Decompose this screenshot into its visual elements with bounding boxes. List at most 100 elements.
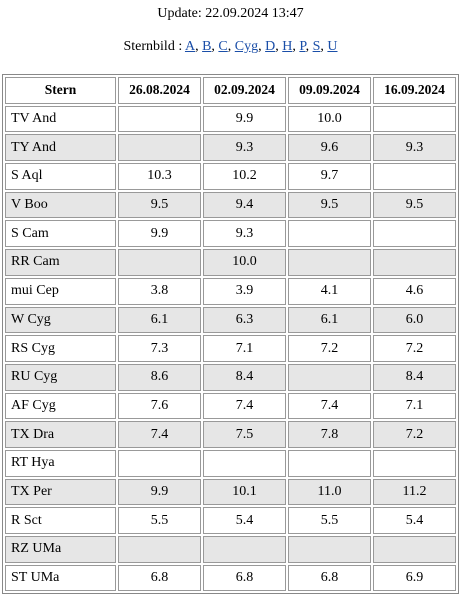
table-row: RT Hya xyxy=(5,449,456,477)
table-row: S Aql 10.3 10.2 9.7 xyxy=(5,163,456,190)
star-name: TX Dra xyxy=(5,421,116,448)
constellation-link[interactable]: B xyxy=(202,39,212,54)
magnitude-cell xyxy=(373,249,456,276)
magnitude-cell xyxy=(118,536,201,563)
constellation-link[interactable]: U xyxy=(327,39,338,54)
magnitude-cell: 8.4 xyxy=(203,363,286,391)
column-header: 09.09.2024 xyxy=(288,77,371,104)
magnitude-cell: 10.0 xyxy=(288,105,371,133)
magnitude-cell: 6.8 xyxy=(203,564,286,592)
magnitude-cell xyxy=(373,220,456,248)
table-row: S Cam 9.9 9.3 xyxy=(5,220,456,248)
constellation-link[interactable]: Cyg xyxy=(234,39,259,54)
column-header: 16.09.2024 xyxy=(373,77,456,104)
magnitude-cell: 7.4 xyxy=(203,392,286,420)
magnitude-cell: 9.3 xyxy=(373,134,456,162)
constellation-link[interactable]: P xyxy=(299,39,306,54)
separator: , xyxy=(195,39,199,54)
magnitude-cell: 7.2 xyxy=(373,335,456,362)
star-name: TV And xyxy=(5,105,116,133)
star-name: RR Cam xyxy=(5,249,116,276)
magnitude-cell: 6.3 xyxy=(203,306,286,334)
magnitude-cell: 7.4 xyxy=(118,421,201,448)
magnitude-cell xyxy=(118,249,201,276)
magnitude-cell: 10.3 xyxy=(118,163,201,190)
magnitude-cell: 8.6 xyxy=(118,363,201,391)
table-row: RR Cam 10.0 xyxy=(5,249,456,276)
star-name: R Sct xyxy=(5,507,116,534)
column-header: 26.08.2024 xyxy=(118,77,201,104)
table-row: TY And 9.3 9.6 9.3 xyxy=(5,134,456,162)
star-name: mui Cep xyxy=(5,277,116,305)
magnitude-cell: 9.3 xyxy=(203,220,286,248)
magnitude-cell: 7.3 xyxy=(118,335,201,362)
magnitude-cell xyxy=(288,220,371,248)
separator: , xyxy=(227,39,232,54)
magnitude-cell: 9.6 xyxy=(288,134,371,162)
separator: , xyxy=(305,39,310,54)
magnitude-cell xyxy=(288,249,371,276)
column-header: 02.09.2024 xyxy=(203,77,286,104)
magnitude-cell xyxy=(118,105,201,133)
star-name: TX Per xyxy=(5,478,116,506)
star-name: V Boo xyxy=(5,191,116,219)
magnitude-cell: 7.4 xyxy=(288,392,371,420)
constellation-link[interactable]: C xyxy=(218,39,228,54)
table-row: RU Cyg 8.6 8.4 8.4 xyxy=(5,363,456,391)
table-row: W Cyg 6.1 6.3 6.1 6.0 xyxy=(5,306,456,334)
table-row: TV And 9.9 10.0 xyxy=(5,105,456,133)
magnitude-cell: 3.8 xyxy=(118,277,201,305)
constellation-link[interactable]: S xyxy=(312,39,321,54)
magnitude-cell: 9.5 xyxy=(118,191,201,219)
magnitude-cell: 10.1 xyxy=(203,478,286,506)
magnitude-cell: 7.2 xyxy=(288,335,371,362)
table-row: TX Per 9.9 10.1 11.0 11.2 xyxy=(5,478,456,506)
star-name: S Cam xyxy=(5,220,116,248)
table-row: mui Cep 3.8 3.9 4.1 4.6 xyxy=(5,277,456,305)
table-row: ST UMa 6.8 6.8 6.8 6.9 xyxy=(5,564,456,592)
magnitude-cell: 7.1 xyxy=(373,392,456,420)
constellation-link[interactable]: A xyxy=(184,39,196,54)
magnitude-cell: 6.8 xyxy=(118,564,201,592)
magnitude-cell: 9.5 xyxy=(288,191,371,219)
table-row: TX Dra 7.4 7.5 7.8 7.2 xyxy=(5,421,456,448)
magnitude-cell: 9.9 xyxy=(203,105,286,133)
magnitude-cell: 9.4 xyxy=(203,191,286,219)
star-name: RU Cyg xyxy=(5,363,116,391)
magnitude-cell: 5.5 xyxy=(118,507,201,534)
star-name: W Cyg xyxy=(5,306,116,334)
table-row: RS Cyg 7.3 7.1 7.2 7.2 xyxy=(5,335,456,362)
star-name: ST UMa xyxy=(5,564,116,592)
magnitude-cell: 6.1 xyxy=(288,306,371,334)
magnitude-cell: 7.8 xyxy=(288,421,371,448)
magnitude-cell: 5.5 xyxy=(288,507,371,534)
separator: , xyxy=(275,39,279,54)
magnitude-cell xyxy=(118,134,201,162)
magnitude-cell: 11.2 xyxy=(373,478,456,506)
magnitude-cell: 9.3 xyxy=(203,134,286,162)
constellation-link[interactable]: H xyxy=(282,39,293,54)
magnitude-cell xyxy=(373,449,456,477)
separator: , xyxy=(258,39,262,54)
magnitude-cell: 4.1 xyxy=(288,277,371,305)
update-time: Update: 22.09.2024 13:47 xyxy=(157,6,304,21)
magnitude-cell: 10.0 xyxy=(203,249,286,276)
magnitude-cell: 7.5 xyxy=(203,421,286,448)
magnitude-cell: 11.0 xyxy=(288,478,371,506)
magnitude-cell xyxy=(203,536,286,563)
magnitude-cell: 9.9 xyxy=(118,478,201,506)
constellation-link[interactable]: D xyxy=(265,39,276,54)
star-name: RT Hya xyxy=(5,449,116,477)
data-table: Stern 26.08.2024 02.09.2024 09.09.2024 16.09… xyxy=(2,74,459,594)
table-row: AF Cyg 7.6 7.4 7.4 7.1 xyxy=(5,392,456,420)
magnitude-cell: 6.8 xyxy=(288,564,371,592)
magnitude-cell xyxy=(373,163,456,190)
star-name: TY And xyxy=(5,134,116,162)
magnitude-cell: 7.1 xyxy=(203,335,286,362)
magnitude-cell: 6.9 xyxy=(373,564,456,592)
column-header: Stern xyxy=(5,77,116,104)
magnitude-cell: 6.1 xyxy=(118,306,201,334)
magnitude-cell xyxy=(203,449,286,477)
nav-label: Sternbild : xyxy=(123,39,183,54)
